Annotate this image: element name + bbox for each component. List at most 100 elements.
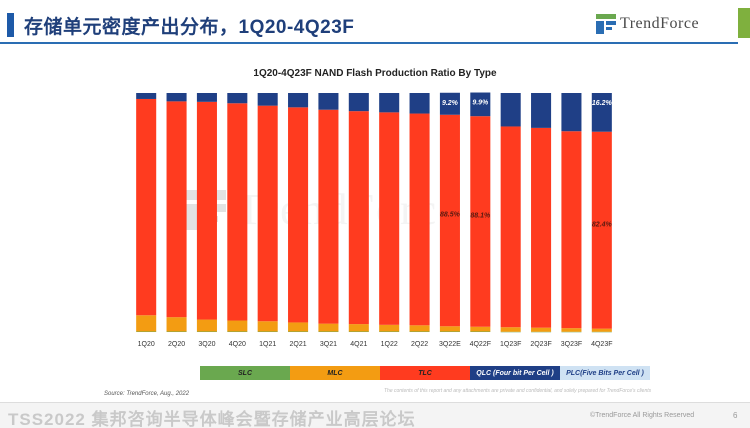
x-tick-label: 1Q23F [500, 341, 521, 348]
bar-tlc-2q21 [288, 107, 309, 323]
bar-slc-4q21 [348, 331, 369, 333]
bar-tlc-1q22 [379, 112, 400, 325]
bar-slc-3q20 [196, 331, 217, 333]
trendforce-logo: TrendForce [596, 12, 699, 36]
legend-item-qlc: QLC (Four bit Per Cell ) [470, 366, 560, 380]
bar-slc-4q20 [227, 331, 248, 333]
bar-slc-2q22 [409, 331, 430, 333]
bar-slc-4q23f [591, 331, 612, 333]
legend-item-slc: SLC [200, 366, 290, 380]
bar-qlc-1q21 [257, 93, 278, 106]
bar-mlc-2q23f [531, 327, 552, 332]
bar-slc-4q22f [470, 331, 491, 333]
bar-tlc-3q22e [439, 114, 460, 327]
disclaimer-note: The contents of this report and any atta… [384, 388, 652, 394]
bar-slc-3q21 [318, 331, 339, 333]
bar-qlc-1q23f [500, 93, 521, 127]
bar-tlc-2q22 [409, 113, 430, 326]
bar-slc-3q23f [561, 331, 582, 333]
x-tick-label: 1Q21 [259, 341, 276, 348]
bar-tlc-3q21 [318, 109, 339, 324]
x-tick-label: 3Q21 [320, 341, 337, 348]
data-label-qlc-4q22f: 9.9% [472, 100, 489, 107]
header-divider [0, 42, 738, 44]
bar-slc-2q20 [166, 331, 187, 333]
right-accent-tab [738, 8, 750, 38]
bar-slc-1q22 [379, 331, 400, 333]
bar-mlc-1q21 [257, 321, 278, 332]
trendforce-logo-icon [596, 14, 616, 34]
bar-slc-1q20 [136, 331, 157, 333]
footer-copyright: ©TrendForce All Rights Reserved [590, 412, 695, 419]
x-tick-label: 1Q22 [381, 341, 398, 348]
x-tick-label: 4Q21 [350, 341, 367, 348]
chart-legend: SLC MLC TLC QLC (Four bit Per Cell ) PLC… [200, 366, 650, 380]
x-tick-label: 4Q22F [470, 341, 491, 348]
bar-tlc-4q20 [227, 103, 248, 321]
bar-tlc-3q23f [561, 131, 582, 329]
bar-mlc-4q21 [348, 324, 369, 332]
bar-slc-3q22e [439, 331, 460, 333]
chart-title: 1Q20-4Q23F NAND Flash Production Ratio B… [253, 68, 497, 79]
legend-item-tlc: TLC [380, 366, 470, 380]
bar-mlc-3q23f [561, 328, 582, 332]
legend-item-plc: PLC(Five Bits Per Cell ) [560, 366, 650, 380]
title-accent-bar [7, 13, 14, 37]
x-tick-label: 3Q20 [198, 341, 215, 348]
bar-mlc-1q22 [379, 324, 400, 332]
bar-mlc-2q21 [288, 322, 309, 332]
bar-slc-1q21 [257, 331, 278, 333]
bar-tlc-3q20 [196, 101, 217, 320]
bar-qlc-4q20 [227, 93, 248, 104]
bar-mlc-1q23f [500, 327, 521, 332]
x-tick-label: 2Q23F [530, 341, 551, 348]
stacked-bar-chart: 1Q20 2Q20 3Q20 4Q20 1Q21 2Q21 3Q21 4Q21 1Q22 2Q22… [136, 92, 613, 348]
bar-tlc-1q21 [257, 105, 278, 322]
data-label-tlc-4q22f: 88.1% [470, 212, 491, 219]
brand-name: TrendForce [620, 15, 700, 32]
bar-tlc-1q20 [136, 98, 157, 316]
bar-qlc-4q22f [470, 92, 491, 117]
bar-tlc-2q20 [166, 101, 187, 318]
x-tick-label: 4Q23F [591, 341, 612, 348]
slide-title: 存储单元密度产出分布，1Q20-4Q23F [24, 17, 355, 38]
bar-tlc-4q23f [591, 131, 612, 329]
bar-qlc-3q20 [196, 93, 217, 102]
x-tick-label: 2Q21 [289, 341, 306, 348]
bar-qlc-4q23f [591, 93, 612, 132]
bar-slc-2q21 [288, 331, 309, 333]
x-tick-label: 2Q22 [411, 341, 428, 348]
footer-event-title: TSS2022 集邦咨询半导体峰会暨存储产业高层论坛 [8, 410, 416, 428]
source-note: Source: TrendForce, Aug., 2022 [104, 391, 190, 397]
bar-mlc-2q20 [166, 317, 187, 332]
data-label-qlc-3q22e: 9.2% [442, 100, 459, 107]
bar-qlc-3q22e [439, 92, 460, 115]
bar-tlc-4q21 [348, 111, 369, 325]
bar-mlc-3q20 [196, 319, 217, 332]
x-tick-label: 1Q20 [138, 341, 155, 348]
x-tick-label: 2Q20 [168, 341, 185, 348]
bar-qlc-2q20 [166, 93, 187, 102]
x-tick-label: 4Q20 [229, 341, 246, 348]
bar-mlc-1q20 [136, 315, 157, 332]
legend-item-mlc: MLC [290, 366, 380, 380]
data-label-tlc-4q23f: 82.4% [592, 221, 613, 228]
bar-slc-1q23f [500, 331, 521, 333]
title-bar: 存储单元密度产出分布，1Q20-4Q23F [0, 10, 750, 40]
bar-slc-2q23f [531, 331, 552, 333]
bar-mlc-4q20 [227, 320, 248, 332]
bar-qlc-1q20 [136, 93, 157, 99]
bar-qlc-2q21 [288, 93, 309, 108]
x-tick-label: 3Q22E [439, 341, 461, 348]
bar-mlc-2q22 [409, 325, 430, 332]
bar-qlc-1q22 [379, 93, 400, 113]
bar-qlc-2q23f [531, 93, 552, 128]
bar-qlc-2q22 [409, 93, 430, 114]
page-number: 6 [733, 411, 738, 420]
bar-qlc-3q23f [561, 93, 582, 132]
data-label-qlc-4q23f: 16.2% [592, 100, 613, 107]
bar-tlc-1q23f [500, 126, 521, 328]
bar-qlc-3q21 [318, 93, 339, 110]
bar-tlc-4q22f [470, 116, 491, 327]
